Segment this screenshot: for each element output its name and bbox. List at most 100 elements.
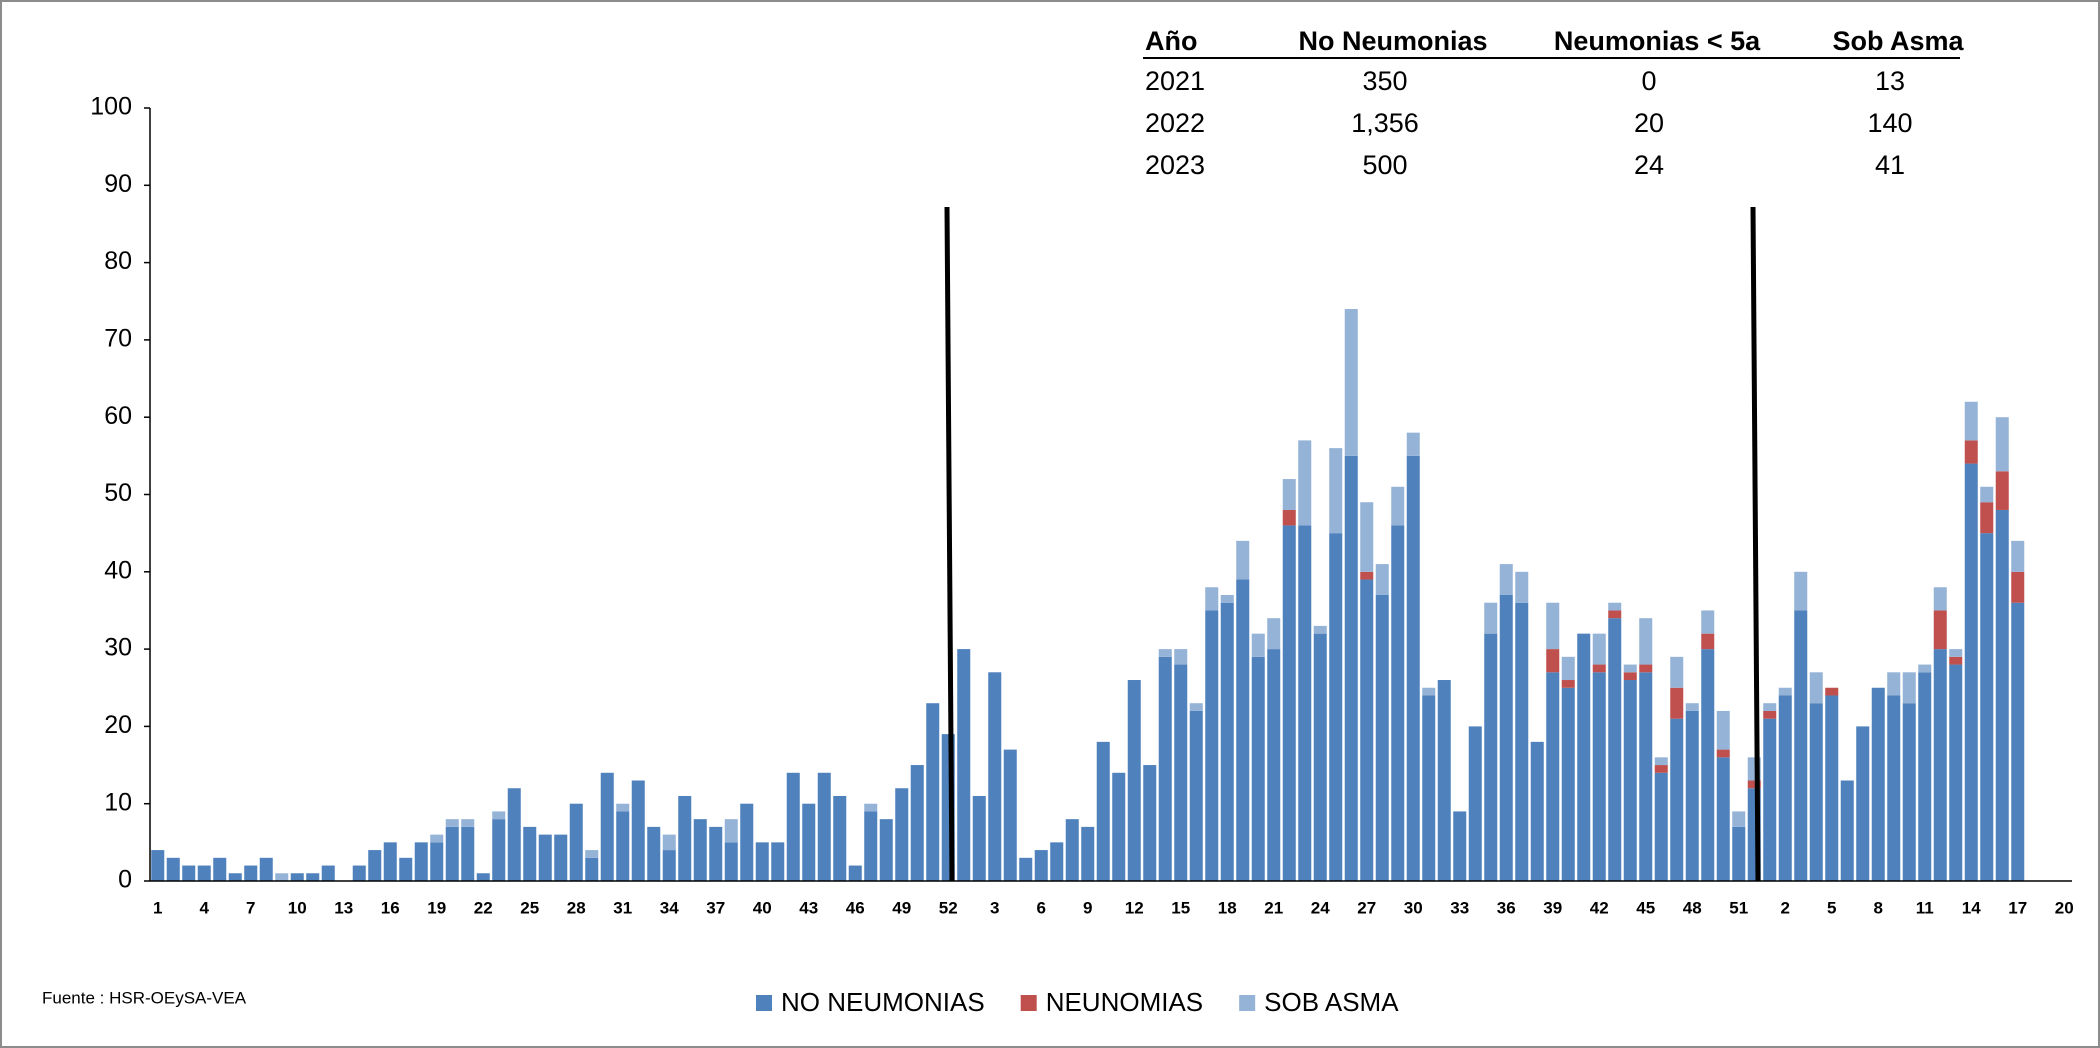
bar-segment — [259, 857, 273, 881]
y-tick-label: 60 — [104, 402, 132, 430]
bar-segment — [1546, 602, 1560, 650]
y-tick-label: 0 — [118, 866, 132, 894]
x-tick-label: 36 — [1497, 898, 1516, 917]
bar-segment — [1716, 749, 1730, 758]
bar-segment — [1825, 695, 1839, 881]
x-tick-label: 52 — [939, 898, 958, 917]
x-tick-label: 39 — [1543, 898, 1562, 917]
bar-segment — [1251, 656, 1265, 881]
bar-segment — [1685, 703, 1699, 711]
bar-segment — [786, 772, 800, 881]
bar-segment — [1577, 633, 1591, 881]
bar-segment — [1282, 479, 1296, 510]
x-tick-label: 31 — [613, 898, 632, 917]
bar-segment — [585, 850, 599, 858]
bar-segment — [1902, 672, 1916, 704]
bar-segment — [1422, 695, 1436, 881]
bar-segment — [647, 826, 661, 881]
bar-segment — [1623, 672, 1637, 681]
bar-segment — [864, 803, 878, 812]
bar-segment — [662, 834, 676, 851]
y-tick-label: 20 — [104, 711, 132, 739]
bar-segment — [1174, 664, 1188, 881]
bar-segment — [1732, 826, 1746, 881]
bar-segment — [1763, 703, 1777, 711]
bar-segment — [1747, 780, 1761, 789]
bar-segment — [2011, 540, 2025, 572]
bar-segment — [151, 850, 165, 881]
table-cell: 2023 — [1145, 150, 1205, 180]
y-tick-label: 90 — [104, 170, 132, 198]
bar-segment — [1995, 471, 2009, 510]
bar-segment — [693, 819, 707, 881]
x-tick-label: 37 — [706, 898, 725, 917]
bar-segment — [1701, 610, 1715, 634]
bar-segment — [1453, 811, 1467, 881]
bar-segment — [1980, 502, 1994, 534]
bar-segment — [1608, 610, 1622, 619]
bar-segment — [1003, 749, 1017, 881]
x-tick-label: 17 — [2008, 898, 2027, 917]
bar-segment — [1623, 664, 1637, 673]
bar-segment — [1143, 765, 1157, 881]
x-tick-label: 34 — [660, 898, 679, 917]
bar-segment — [724, 819, 738, 843]
bar-segment — [1654, 765, 1668, 773]
x-tick-label: 28 — [567, 898, 586, 917]
bar-segment — [1701, 633, 1715, 650]
legend-label: SOB ASMA — [1264, 987, 1399, 1017]
bar-segment — [1034, 850, 1048, 881]
bar-segment — [461, 826, 475, 881]
bar-segment — [306, 873, 320, 881]
bar-segment — [1995, 417, 2009, 472]
bar-segment — [1251, 633, 1265, 657]
table-header: Neumonias < 5a — [1554, 26, 1761, 56]
x-tick-label: 33 — [1450, 898, 1469, 917]
bar-segment — [848, 865, 862, 881]
table-header: No Neumonias — [1298, 26, 1487, 56]
bar-segment — [662, 850, 676, 881]
x-tick-label: 14 — [1962, 898, 1981, 917]
bar-segment — [492, 819, 506, 881]
bar-segment — [1406, 432, 1420, 456]
bar-segment — [1019, 857, 1033, 881]
bar-segment — [1623, 680, 1637, 881]
bar-segment — [1856, 726, 1870, 881]
bar-segment — [1809, 672, 1823, 704]
bar-segment — [1980, 533, 1994, 881]
bar-segment — [631, 780, 645, 881]
bar-segment — [1499, 564, 1513, 595]
bar-segment — [1871, 687, 1885, 881]
bar-segment — [1639, 664, 1653, 673]
bar-segment — [1313, 633, 1327, 881]
bar-segment — [1763, 718, 1777, 881]
bar-segment — [1964, 401, 1978, 441]
bar-segment — [197, 865, 211, 881]
bar-segment — [492, 811, 506, 820]
bar-segment — [1918, 672, 1932, 881]
table-cell: 350 — [1362, 66, 1407, 96]
bar-segment — [616, 803, 630, 812]
table-cell: 24 — [1634, 150, 1664, 180]
bar-segment — [1205, 587, 1219, 611]
bar-segment — [1887, 695, 1901, 881]
bar-segment — [1716, 710, 1730, 750]
x-tick-label: 24 — [1311, 898, 1330, 917]
bar-segment — [1592, 672, 1606, 881]
x-tick-label: 13 — [334, 898, 353, 917]
bar-segment — [1608, 602, 1622, 611]
table-cell: 20 — [1634, 108, 1664, 138]
bar-segment — [1189, 703, 1203, 711]
bar-segment — [833, 795, 847, 881]
bar-segment — [1065, 819, 1079, 881]
bar-segment — [1329, 448, 1343, 534]
bar-segment — [1096, 741, 1110, 881]
bar-segment — [802, 803, 816, 881]
bar-segment — [1515, 571, 1529, 603]
bar-segment — [1422, 687, 1436, 696]
bar-segment — [244, 865, 258, 881]
legend-label: NO NEUMONIAS — [781, 987, 985, 1017]
x-tick-label: 3 — [990, 898, 999, 917]
bar-segment — [554, 834, 568, 881]
